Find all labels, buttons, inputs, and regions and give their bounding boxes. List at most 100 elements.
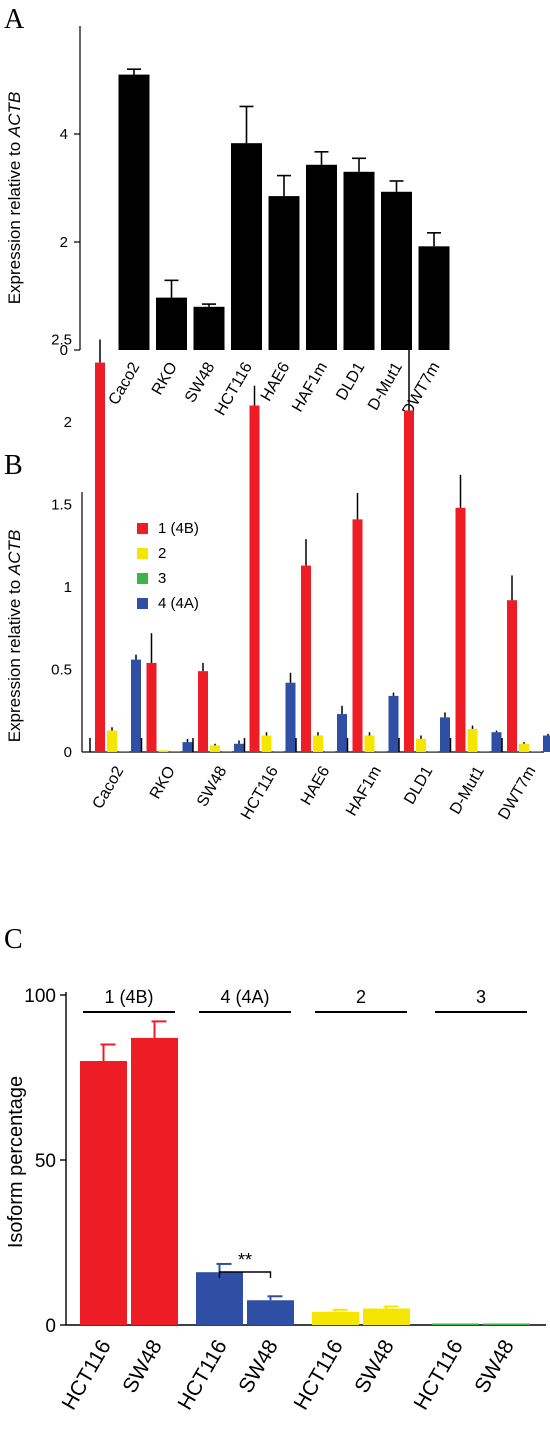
y-tick-label: 0.5 [51,662,72,679]
category-label: DWT7m [495,764,539,823]
category-label: HCT116 [238,763,282,822]
y-tick-label: 100 [24,986,56,1007]
bar [261,735,272,752]
y-tick-label: 2 [60,234,68,251]
bar [364,735,375,752]
bar [381,191,412,350]
category-label: SW48 [182,359,219,405]
category-label: RKO [149,360,181,399]
significance-bracket [218,1271,272,1278]
category-label: HAE6 [258,359,294,404]
bar [376,751,387,752]
category-label: HCT116 [58,1336,116,1414]
bar [234,743,244,752]
panel-b-label: B [4,450,23,481]
bar [107,730,117,752]
panel-b-legend: 1 (4B) 2 3 4 (4A) [137,520,199,612]
y-tick-label: 4 [60,126,68,143]
category-label: Caco2 [90,763,128,812]
legend-label: 1 (4B) [158,520,199,537]
category-label: SW48 [234,1336,283,1397]
category-label: HCT116 [174,1336,232,1414]
category-label: SW48 [194,763,231,809]
bar [80,1061,127,1325]
group-header-label: 1 (4B) [104,987,153,1007]
bar [531,751,541,752]
bar [301,565,311,752]
y-tick-label: 50 [35,1151,56,1172]
bar [158,750,169,752]
bar [131,659,141,752]
bar [210,745,220,752]
category-label: SW48 [470,1336,519,1397]
bar [352,519,363,752]
bar [418,246,450,350]
bar [404,410,414,752]
category-label: DLD1 [401,763,436,807]
panel-c-y-axis-title: Isoform percentage [5,1076,27,1248]
bar [325,751,335,752]
bar [543,735,550,752]
bar [313,735,323,752]
bar [337,714,347,752]
legend-swatch [137,598,148,609]
y-tick-label: 0 [45,1316,56,1337]
panel-a-y-axis-title: Expression relative to ACTB [5,92,24,305]
panel-a: A Expression relative to ACTB 0 2 4 Caco2 RK… [4,4,450,419]
panel-b-y-axis-title: Expression relative to ACTB [5,530,24,743]
category-label: RKO [147,764,179,803]
bar [182,742,193,752]
category-label: HCT116 [212,359,256,418]
legend-swatch [137,523,148,534]
legend-swatch [137,548,148,559]
bar [285,682,296,752]
bar [118,74,150,350]
significance-label: ** [238,1250,252,1270]
group-header-label: 3 [476,987,486,1007]
panel-a-label: A [4,4,25,35]
bar [363,1308,410,1325]
bar [479,751,490,752]
bar [156,297,187,350]
bar [455,507,466,752]
legend-label: 3 [158,570,166,587]
group-header-label: 4 (4A) [220,987,269,1007]
bar [432,1323,479,1325]
panel-b: B Expression relative to ACTB 0 0.5 1 1.5 2 2… [4,332,550,823]
bar [193,306,225,350]
bar [483,1323,530,1325]
bar [131,1037,178,1325]
bar [273,751,284,752]
bar [343,171,375,350]
category-label: HAF1m [289,360,331,415]
y-tick-label: 1.5 [51,497,72,514]
y-tick-label: 0 [64,744,72,761]
category-label: HCT116 [290,1336,348,1414]
bar [170,751,181,752]
panel-c-label: C [4,924,23,955]
bar [428,751,438,752]
category-label: D-Mut1 [365,359,406,413]
legend-label: 4 (4A) [158,595,199,612]
y-tick-label: 1 [64,579,72,596]
bar [196,1272,243,1325]
category-label: DWT7m [399,360,443,419]
bar [467,728,478,752]
bar [119,751,129,752]
legend-swatch [137,573,148,584]
bar [388,695,399,752]
bar [146,662,157,752]
category-label: HAF1m [343,764,385,819]
bar [222,751,232,752]
bar [306,164,337,350]
category-label: Caco2 [106,359,144,408]
bar [507,600,517,752]
y-tick-label: 2.5 [51,332,72,349]
legend-label: 2 [158,545,166,562]
bar [440,717,450,752]
bar [231,143,262,350]
